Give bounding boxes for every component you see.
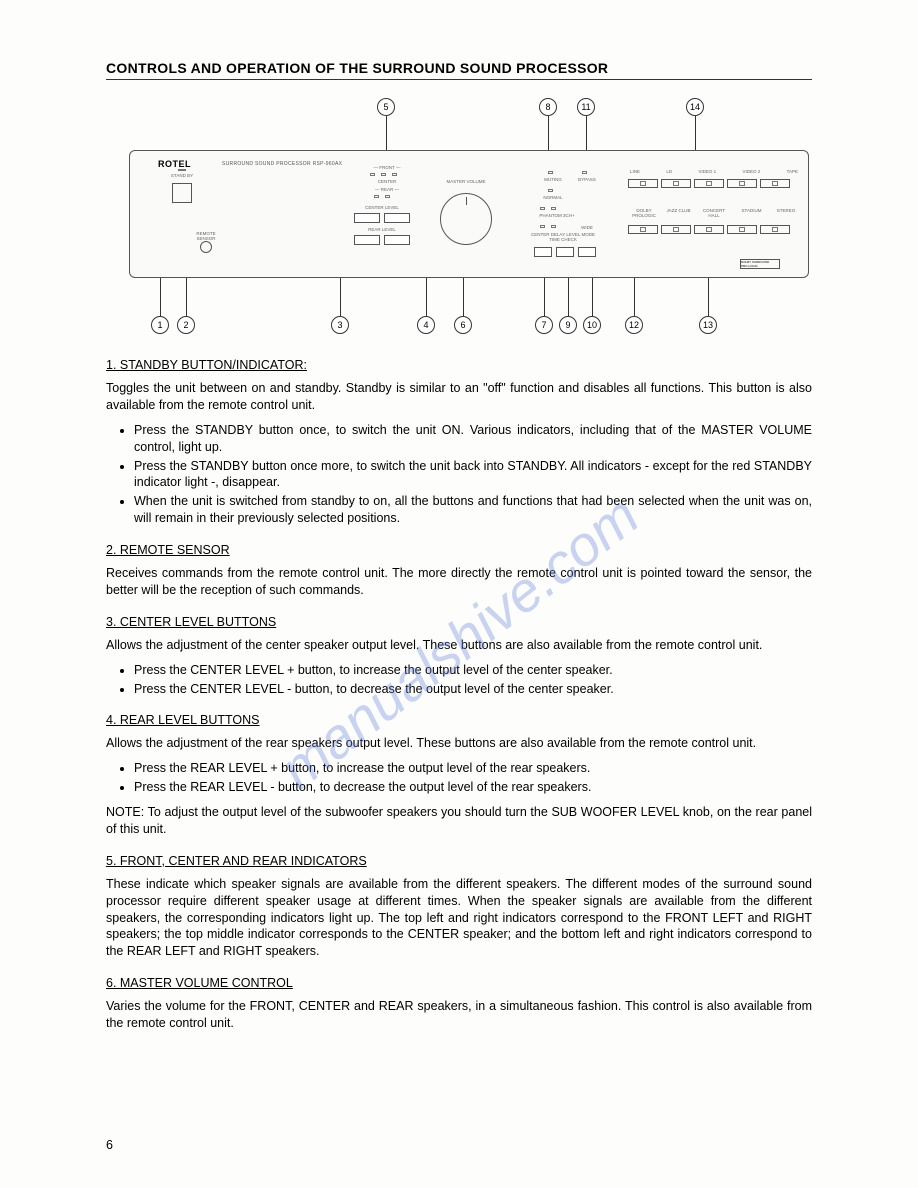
rear-level-minus [354,235,380,245]
delay-mode-labels: CENTER DELAY LEVEL MODE TIME CHECK [526,233,600,243]
normal-label: NORMAL [536,195,570,200]
section-paragraph: Allows the adjustment of the rear speake… [106,735,812,752]
bypass-label: BYPASS [572,177,602,182]
center-level-label: CENTER LEVEL [352,205,412,210]
rear-level-label: REAR LEVEL [356,227,408,232]
section-paragraph: Allows the adjustment of the center spea… [106,637,812,654]
section-heading-1: 1. STANDBY BUTTON/INDICATOR: [106,358,812,372]
input-buttons [628,179,790,188]
section-note: NOTE: To adjust the output level of the … [106,804,812,838]
bullet-list: Press the CENTER LEVEL + button, to incr… [134,662,812,698]
section-paragraph: Toggles the unit between on and standby.… [106,380,812,414]
callout-13: 13 [699,316,717,334]
callout-7: 7 [535,316,553,334]
bullet-list: Press the REAR LEVEL + button, to increa… [134,760,812,796]
center-indicator-label: CENTER [366,179,408,184]
section-heading-2: 2. REMOTE SENSOR [106,543,812,557]
front-indicator-label: — FRONT — [362,165,412,170]
callout-14: 14 [686,98,704,116]
master-volume-knob [440,193,492,245]
section-heading-5: 5. FRONT, CENTER AND REAR INDICATORS [106,854,812,868]
wide-label: WIDE [576,225,598,230]
input-labels-row: LINE LD VIDEO 1 VIDEO 2 TAPE [630,169,798,174]
page-title: CONTROLS AND OPERATION OF THE SURROUND S… [106,60,812,80]
callout-5: 5 [377,98,395,116]
master-volume-label: MASTER VOLUME [432,179,500,184]
level-check-btn [578,247,596,257]
rear-indicator-label: — REAR — [364,187,410,192]
callout-9: 9 [559,316,577,334]
bullet-item: When the unit is switched from standby t… [134,493,812,527]
section-paragraph: Varies the volume for the FRONT, CENTER … [106,998,812,1032]
callout-10: 10 [583,316,601,334]
mode-buttons [628,225,790,234]
callout-11: 11 [577,98,595,116]
brand-logo: ROTEL [158,159,191,169]
phantom-label: PHANTOM 3CH+ [528,213,586,218]
center-mode-btn [534,247,552,257]
remote-sensor [200,241,212,253]
front-leds [370,173,397,176]
bullet-item: Press the REAR LEVEL - button, to decrea… [134,779,812,796]
bullet-item: Press the CENTER LEVEL + button, to incr… [134,662,812,679]
front-panel-diagram: 581114 ROTEL SURROUND SOUND PROCESSOR RS… [109,98,809,338]
manual-page: CONTROLS AND OPERATION OF THE SURROUND S… [0,0,918,1188]
center-level-minus [354,213,380,223]
device-panel: ROTEL SURROUND SOUND PROCESSOR RSP-960AX… [129,150,809,278]
delay-time-btn [556,247,574,257]
standby-button [172,183,192,203]
bullet-item: Press the CENTER LEVEL - button, to decr… [134,681,812,698]
rear-level-plus [384,235,410,245]
bullet-item: Press the STANDBY button once more, to s… [134,458,812,492]
dolby-surround-badge: DOLBY SURROUND PRO·LOGIC [740,259,780,269]
standby-label: STAND BY [168,173,196,178]
remote-sensor-label: REMOTE SENSOR [188,231,224,241]
bullet-item: Press the STANDBY button once, to switch… [134,422,812,456]
muting-label: MUTING [538,177,568,182]
model-text: SURROUND SOUND PROCESSOR RSP-960AX [222,161,342,167]
callout-6: 6 [454,316,472,334]
center-level-plus [384,213,410,223]
section-heading-3: 3. CENTER LEVEL BUTTONS [106,615,812,629]
callout-8: 8 [539,98,557,116]
section-heading-4: 4. REAR LEVEL BUTTONS [106,713,812,727]
section-paragraph: Receives commands from the remote contro… [106,565,812,599]
callout-2: 2 [177,316,195,334]
callout-3: 3 [331,316,349,334]
section-heading-6: 6. MASTER VOLUME CONTROL [106,976,812,990]
section-paragraph: These indicate which speaker signals are… [106,876,812,960]
page-number: 6 [106,1138,113,1152]
callout-1: 1 [151,316,169,334]
callout-12: 12 [625,316,643,334]
bullet-list: Press the STANDBY button once, to switch… [134,422,812,527]
callout-4: 4 [417,316,435,334]
bullet-item: Press the REAR LEVEL + button, to increa… [134,760,812,777]
rear-leds [374,195,390,198]
mode-labels-row: DOLBY PROLOGIC JAZZ CLUB CONCERT HALL ST… [628,209,800,218]
